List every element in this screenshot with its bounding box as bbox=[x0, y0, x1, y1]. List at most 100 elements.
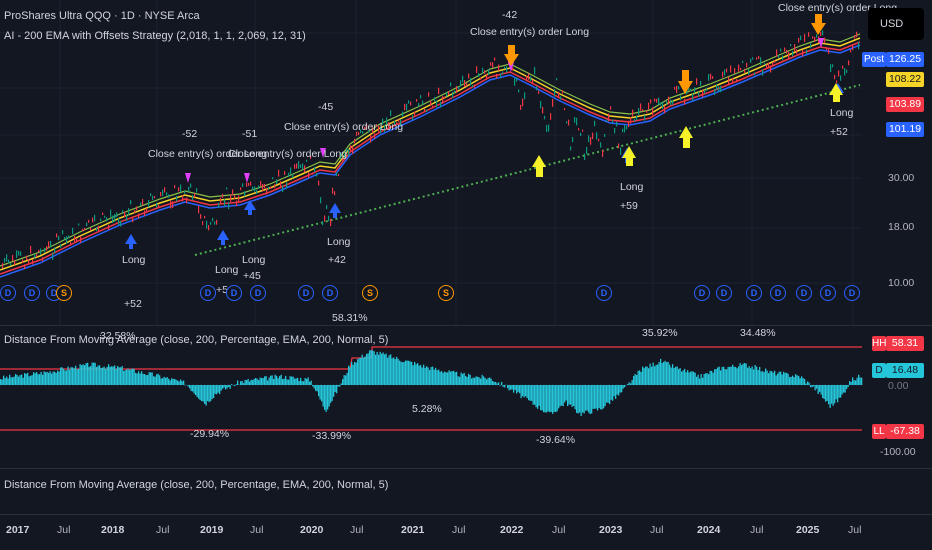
histogram-bar bbox=[540, 385, 542, 411]
post-market-price: 126.25 bbox=[886, 52, 924, 67]
histogram-bar bbox=[48, 372, 50, 385]
split-marker[interactable]: S bbox=[362, 285, 378, 301]
split-marker[interactable]: S bbox=[438, 285, 454, 301]
histogram-bar bbox=[813, 385, 815, 387]
dividend-marker[interactable]: D bbox=[200, 285, 216, 301]
candle bbox=[732, 78, 734, 84]
trade-pnl: -45 bbox=[318, 101, 334, 113]
histogram-bar bbox=[19, 375, 21, 385]
histogram-bar bbox=[81, 365, 83, 385]
candle bbox=[832, 64, 834, 68]
histogram-bar bbox=[102, 367, 104, 385]
candle bbox=[362, 131, 364, 134]
candle bbox=[92, 217, 94, 223]
dividend-marker[interactable]: D bbox=[820, 285, 836, 301]
histogram-bar bbox=[349, 367, 351, 385]
currency-button[interactable]: USD bbox=[868, 8, 924, 40]
histogram-bar bbox=[412, 365, 414, 385]
histogram-bar bbox=[117, 366, 119, 385]
candle bbox=[576, 117, 578, 126]
dividend-marker[interactable]: D bbox=[596, 285, 612, 301]
pane-divider[interactable] bbox=[0, 325, 932, 326]
dividend-marker[interactable]: D bbox=[298, 285, 314, 301]
split-marker[interactable]: S bbox=[56, 285, 72, 301]
indicator-axis-label: 0.00 bbox=[888, 380, 909, 392]
histogram-bar bbox=[165, 377, 167, 385]
indicator-pane-1[interactable]: Distance From Moving Average (close, 200… bbox=[0, 312, 932, 468]
candle bbox=[728, 76, 730, 85]
histogram-bar bbox=[129, 369, 131, 385]
indicator-pane-2[interactable]: Distance From Moving Average (close, 200… bbox=[0, 469, 932, 514]
candle bbox=[368, 130, 370, 133]
price-pane[interactable]: ProShares Ultra QQQ · 1D · NYSE Arca AI … bbox=[0, 0, 932, 325]
histogram-bar bbox=[535, 385, 537, 408]
histogram-bar bbox=[283, 378, 285, 385]
candle bbox=[422, 100, 424, 105]
time-axis[interactable]: 2017 Jul 2018 Jul 2019 Jul 2020 Jul 2021 Jul 2022 J… bbox=[0, 515, 932, 550]
pane-divider[interactable] bbox=[0, 468, 932, 469]
histogram-bar bbox=[598, 385, 600, 409]
dividend-marker[interactable]: D bbox=[226, 285, 242, 301]
dividend-marker[interactable]: D bbox=[322, 285, 338, 301]
candle bbox=[738, 64, 740, 72]
histogram-bar bbox=[243, 383, 245, 385]
histogram-bar bbox=[312, 385, 314, 387]
symbol-title[interactable]: ProShares Ultra QQQ · 1D · NYSE Arca bbox=[4, 10, 200, 22]
histogram-bar bbox=[132, 368, 134, 385]
histogram-bar bbox=[670, 367, 672, 385]
histogram-bar bbox=[553, 385, 555, 412]
histogram-bar bbox=[75, 365, 77, 385]
histogram-bar bbox=[153, 376, 155, 385]
histogram-bar bbox=[378, 354, 380, 385]
dividend-marker[interactable]: D bbox=[746, 285, 762, 301]
histogram-bar bbox=[411, 361, 413, 385]
candle bbox=[252, 186, 254, 191]
candle bbox=[586, 146, 588, 155]
candle bbox=[256, 189, 258, 194]
histogram-bar bbox=[382, 352, 384, 385]
candle bbox=[322, 221, 324, 226]
histogram-bar bbox=[313, 385, 315, 389]
histogram-bar bbox=[6, 376, 8, 385]
dividend-marker[interactable]: D bbox=[0, 285, 16, 301]
dividend-marker[interactable]: D bbox=[770, 285, 786, 301]
histogram-bar bbox=[723, 366, 725, 385]
candle bbox=[88, 219, 90, 223]
dividend-marker[interactable]: D bbox=[24, 285, 40, 301]
dividend-marker[interactable]: D bbox=[796, 285, 812, 301]
candle bbox=[136, 206, 138, 211]
histogram-bar bbox=[490, 378, 492, 385]
candle bbox=[690, 88, 692, 92]
strategy-legend[interactable]: AI - 200 EMA with Offsets Strategy (2,01… bbox=[4, 30, 306, 42]
histogram-bar bbox=[100, 368, 102, 385]
candle bbox=[796, 49, 798, 54]
dividend-marker[interactable]: D bbox=[694, 285, 710, 301]
candle bbox=[652, 107, 654, 116]
dividend-marker[interactable]: D bbox=[716, 285, 732, 301]
candle bbox=[84, 227, 86, 231]
candle bbox=[250, 181, 252, 186]
candle bbox=[232, 189, 234, 196]
candle bbox=[102, 212, 104, 216]
indicator-1-title[interactable]: Distance From Moving Average (close, 200… bbox=[4, 334, 389, 346]
ema-upper-line bbox=[0, 37, 861, 271]
histogram-bar bbox=[201, 385, 203, 402]
hh-tag: HH bbox=[872, 336, 887, 351]
candle bbox=[222, 193, 224, 198]
histogram-bar bbox=[414, 361, 416, 385]
candle bbox=[846, 69, 848, 73]
histogram-bar bbox=[450, 371, 452, 385]
histogram-bar bbox=[529, 385, 531, 401]
histogram-bar bbox=[669, 364, 671, 385]
histogram-bar bbox=[456, 371, 458, 385]
candle bbox=[52, 252, 54, 260]
dividend-marker[interactable]: D bbox=[250, 285, 266, 301]
histogram-bar bbox=[592, 385, 594, 409]
indicator-2-title[interactable]: Distance From Moving Average (close, 200… bbox=[4, 479, 389, 491]
histogram-bar bbox=[384, 354, 386, 385]
histogram-bar bbox=[565, 385, 567, 401]
candle bbox=[604, 133, 606, 137]
candle bbox=[328, 215, 330, 222]
dividend-marker[interactable]: D bbox=[844, 285, 860, 301]
histogram-bar bbox=[805, 383, 807, 385]
